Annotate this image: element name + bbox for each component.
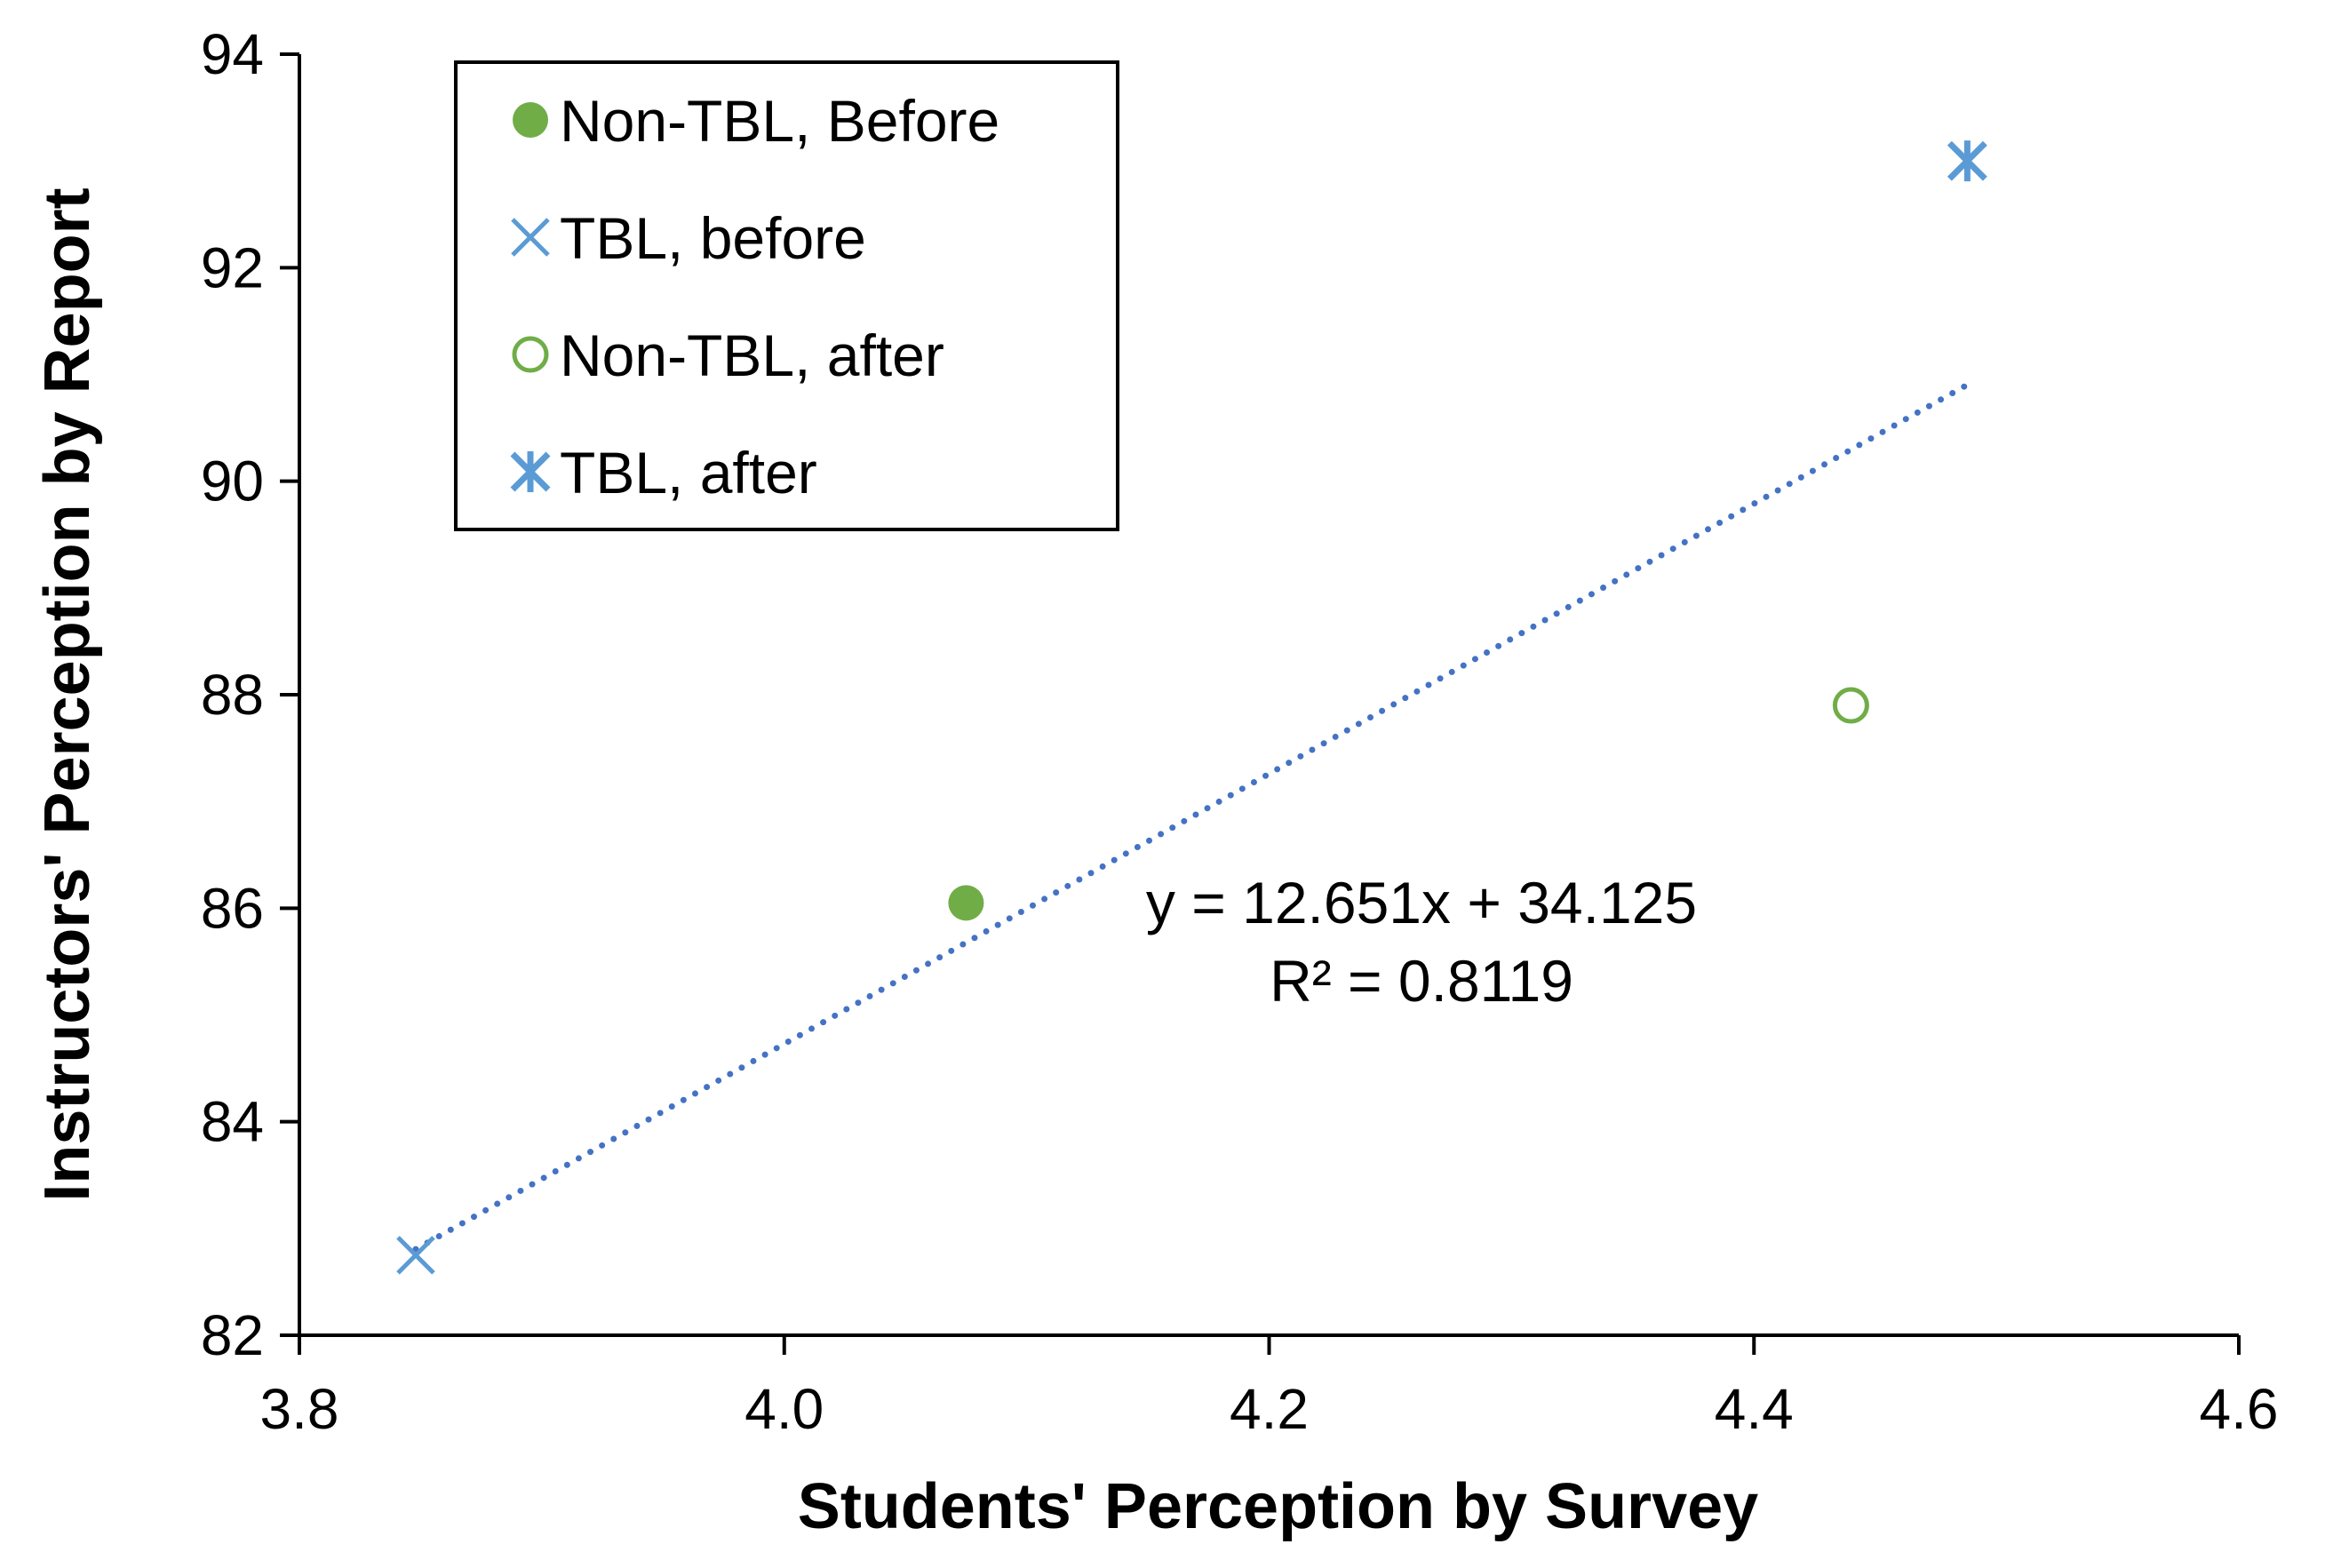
labels: Students' Perception by Survey Instructor… bbox=[32, 187, 1758, 1542]
marker-shape bbox=[513, 102, 548, 138]
data-point-3-0 bbox=[1947, 140, 1987, 182]
y-tick-label: 82 bbox=[201, 1303, 264, 1367]
data-point-2-0 bbox=[1832, 687, 1869, 724]
trendline-equation: y = 12.651x + 34.125 bbox=[1146, 870, 1697, 935]
x-tick-label: 4.2 bbox=[1230, 1377, 1309, 1441]
marker-stroke bbox=[511, 218, 550, 257]
legend-marker bbox=[511, 218, 550, 257]
axes: 82 84 86 88 90 92 94 3.8 4.0 4.2 4.4 4.6 bbox=[201, 22, 2279, 1441]
legend-label: TBL, after bbox=[560, 440, 817, 505]
legend-label: TBL, before bbox=[560, 205, 866, 271]
data-point-0-0 bbox=[948, 885, 984, 921]
trendline-r-squared: R² = 0.8119 bbox=[1270, 948, 1573, 1014]
y-tick-label: 92 bbox=[201, 235, 264, 299]
trendline bbox=[412, 381, 1971, 1253]
y-axis-title: Instructors' Perception by Report bbox=[32, 187, 103, 1201]
legend-marker bbox=[512, 336, 549, 373]
marker-shape bbox=[512, 336, 549, 373]
legend-marker bbox=[510, 451, 551, 492]
marker-stroke bbox=[396, 1236, 435, 1275]
x-tick-label: 4.4 bbox=[1715, 1377, 1794, 1441]
trendline-group: y = 12.651x + 34.125 R² = 0.8119 bbox=[412, 381, 1971, 1253]
legend-label: Non-TBL, Before bbox=[560, 88, 999, 154]
y-tick-label: 94 bbox=[201, 22, 264, 86]
y-tick-label: 84 bbox=[201, 1090, 264, 1154]
legend-marker bbox=[513, 102, 548, 138]
marker-shape bbox=[1832, 687, 1869, 724]
x-tick-label: 4.6 bbox=[2200, 1377, 2279, 1441]
x-tick-label: 4.0 bbox=[744, 1377, 824, 1441]
data-point-1-0 bbox=[396, 1236, 435, 1275]
x-tick-label: 3.8 bbox=[260, 1377, 339, 1441]
x-axis-title: Students' Perception by Survey bbox=[798, 1471, 1758, 1542]
legend-label: Non-TBL, after bbox=[560, 322, 944, 388]
y-tick-label: 88 bbox=[201, 663, 264, 727]
data-points bbox=[396, 140, 1987, 1275]
y-tick-label: 90 bbox=[201, 450, 264, 513]
legend-box bbox=[454, 60, 1119, 531]
legend: Non-TBL, Before TBL, before Non-TBL, after… bbox=[454, 60, 1119, 531]
marker-shape bbox=[948, 885, 984, 921]
y-tick-label: 86 bbox=[201, 876, 264, 940]
